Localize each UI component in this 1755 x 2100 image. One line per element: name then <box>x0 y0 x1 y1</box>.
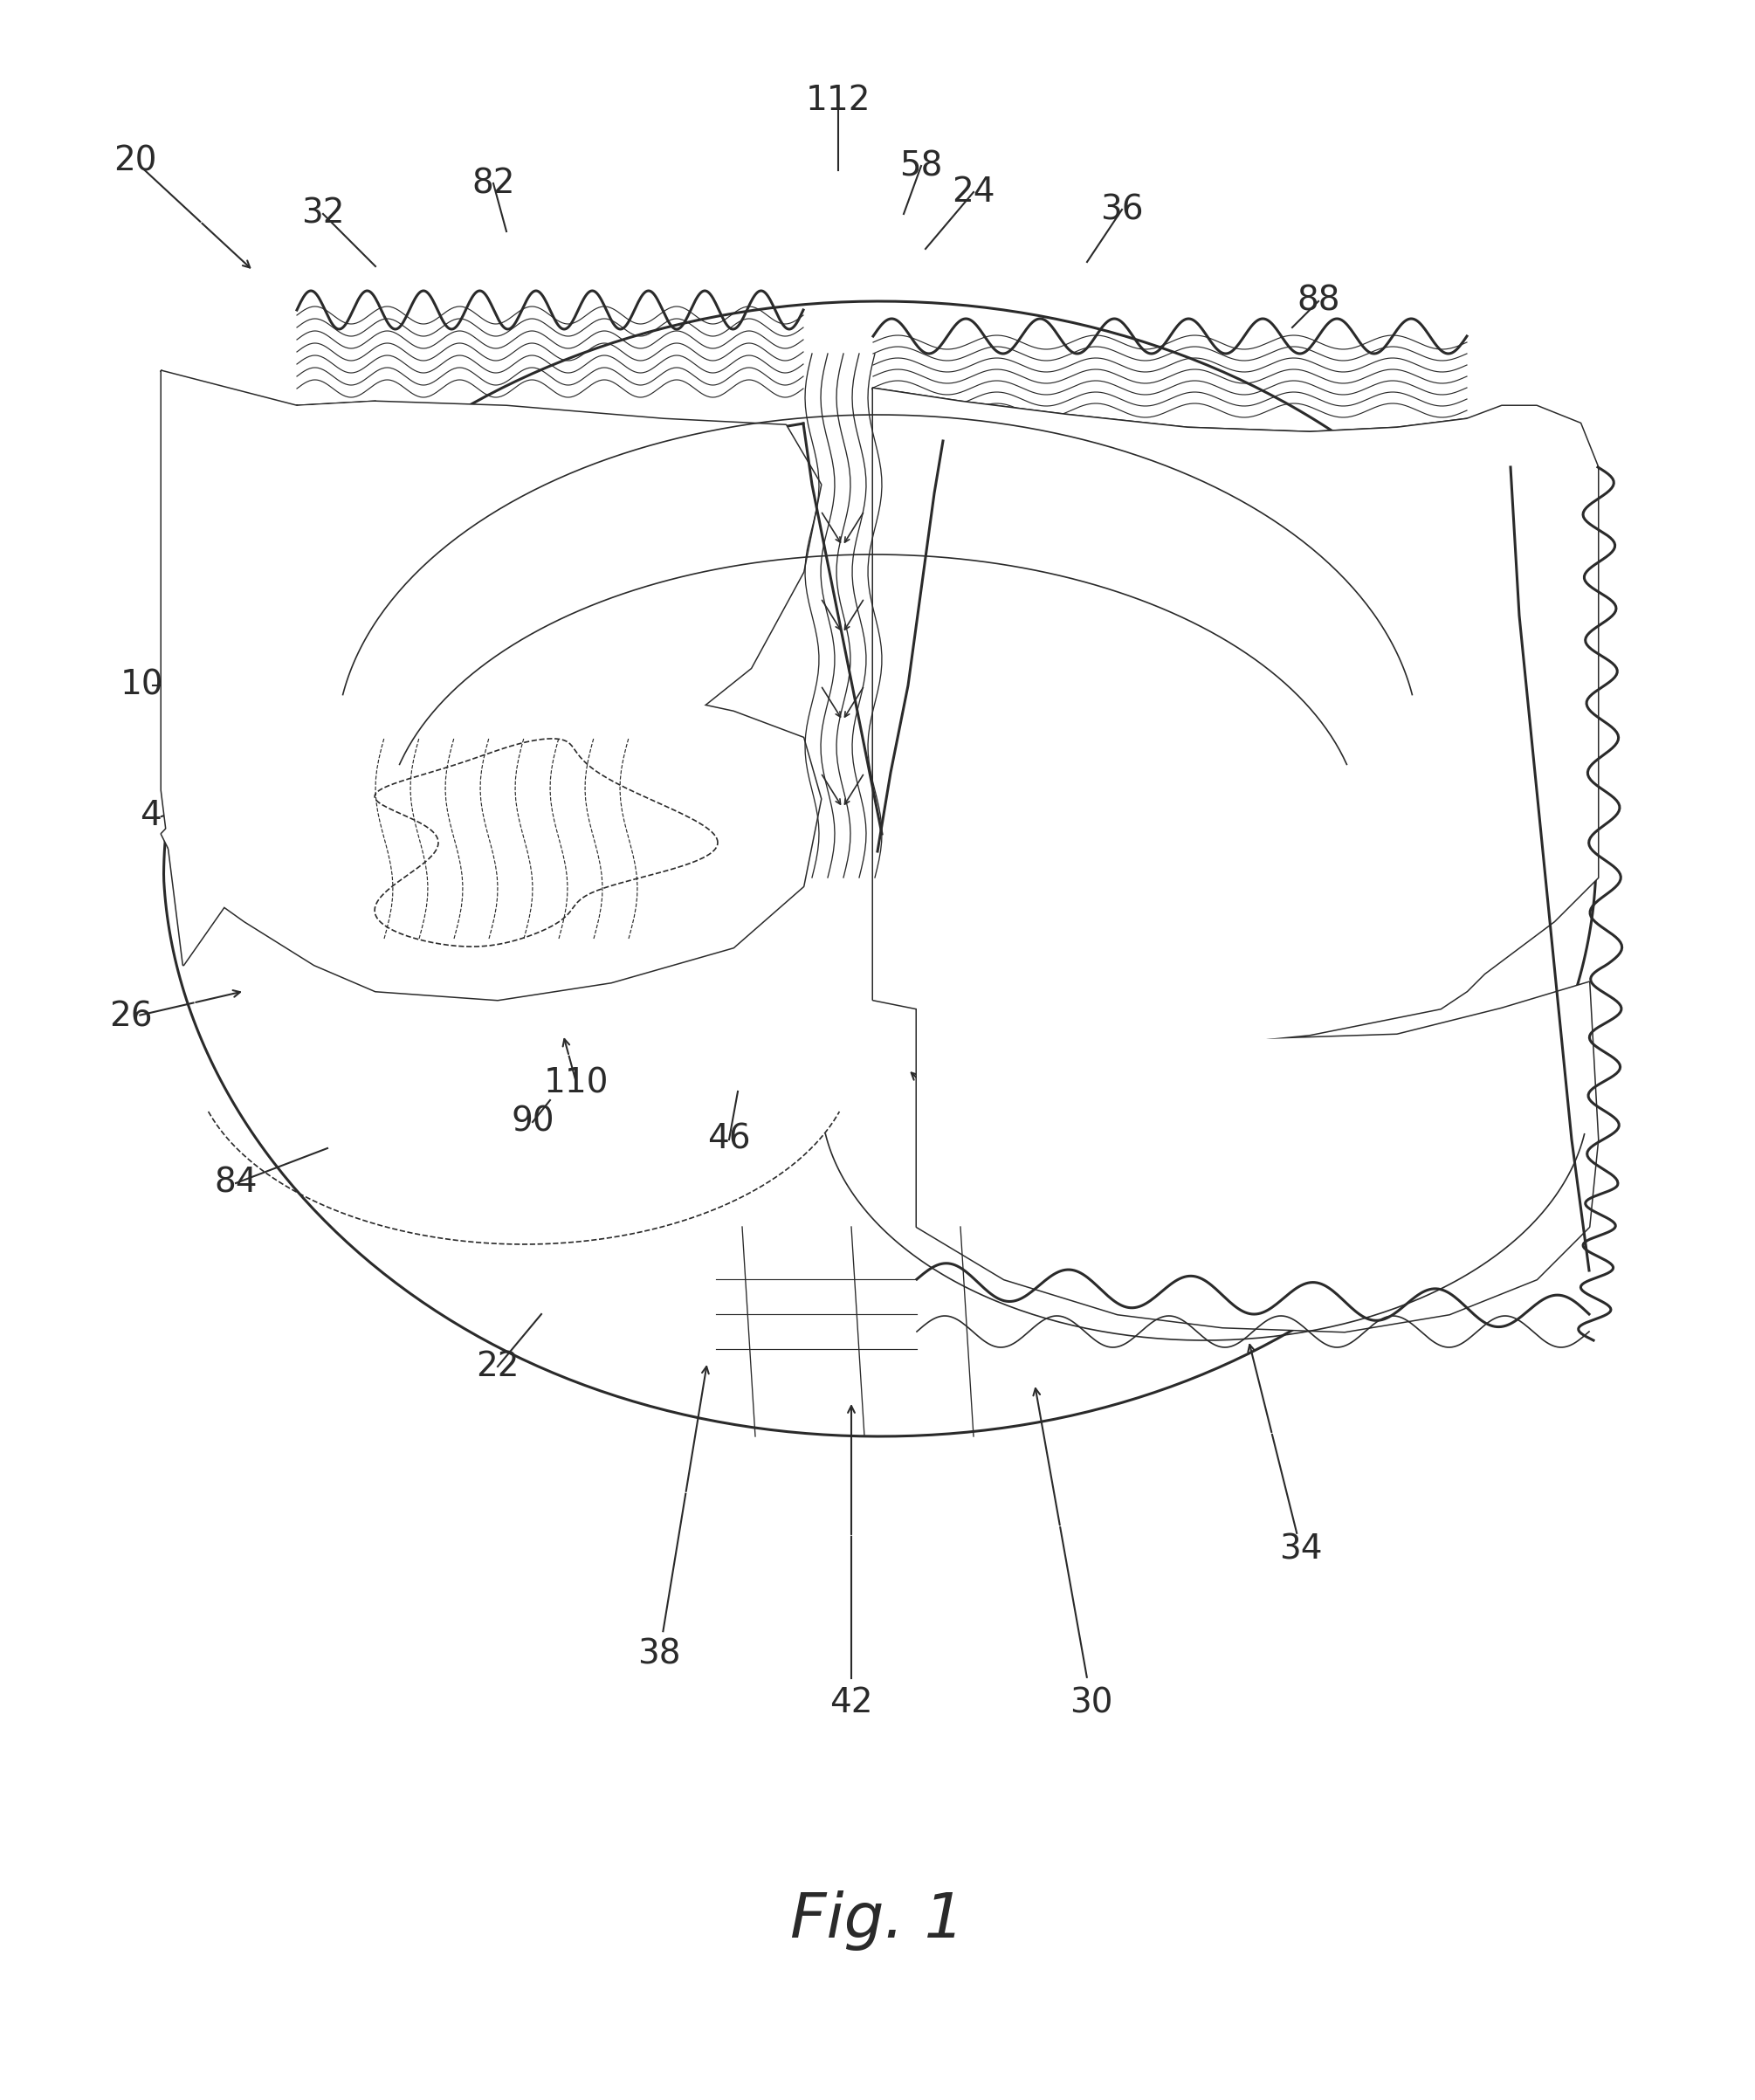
Text: 20: 20 <box>114 145 156 179</box>
Text: 32: 32 <box>302 197 344 231</box>
Text: 95: 95 <box>1550 651 1594 685</box>
PathPatch shape <box>288 401 821 808</box>
Text: 30: 30 <box>1071 1686 1113 1720</box>
Text: 84: 84 <box>214 1168 258 1199</box>
Text: 28: 28 <box>1523 452 1567 483</box>
Text: 88: 88 <box>1297 286 1341 317</box>
Text: 26: 26 <box>109 1002 153 1033</box>
Text: 42: 42 <box>830 1686 872 1720</box>
PathPatch shape <box>874 389 1597 1044</box>
PathPatch shape <box>916 983 1597 1331</box>
Text: Fig. 1: Fig. 1 <box>790 1890 965 1951</box>
Text: 40: 40 <box>140 800 183 834</box>
Text: 90: 90 <box>695 914 737 947</box>
Text: 110: 110 <box>544 1067 609 1098</box>
Text: 90: 90 <box>978 949 1021 981</box>
Text: 122: 122 <box>1381 979 1446 1012</box>
Text: 24: 24 <box>951 176 995 208</box>
Text: 36: 36 <box>1100 193 1144 227</box>
Text: 112: 112 <box>806 84 870 118</box>
Text: 82: 82 <box>1541 582 1585 615</box>
Text: 82: 82 <box>472 166 514 200</box>
Text: 32: 32 <box>1174 695 1218 729</box>
Text: 86: 86 <box>1550 764 1594 798</box>
Text: 80: 80 <box>969 1132 1013 1166</box>
Text: 58: 58 <box>900 149 942 183</box>
Text: 34: 34 <box>1279 1533 1323 1567</box>
PathPatch shape <box>161 372 376 964</box>
Text: 48: 48 <box>1411 1145 1453 1178</box>
Text: 46: 46 <box>707 1124 751 1157</box>
Text: 90: 90 <box>511 1105 555 1138</box>
Text: 82: 82 <box>1088 731 1130 762</box>
Text: 64: 64 <box>1044 1002 1086 1033</box>
Text: 64: 64 <box>883 878 925 911</box>
Text: 88: 88 <box>1027 783 1069 815</box>
Text: 108: 108 <box>121 670 186 701</box>
Text: 38: 38 <box>637 1638 681 1672</box>
Text: 22: 22 <box>476 1350 519 1384</box>
PathPatch shape <box>161 668 821 1000</box>
